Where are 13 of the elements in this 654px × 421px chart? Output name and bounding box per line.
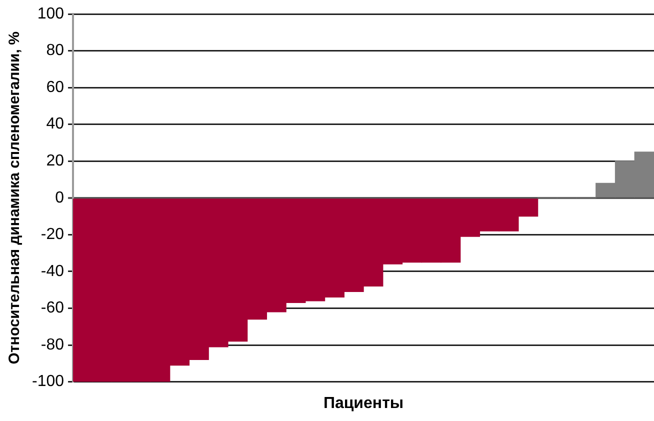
y-tick-label: 0 — [55, 189, 64, 206]
y-tick-label: 20 — [46, 152, 64, 170]
y-tick-label: -60 — [40, 300, 64, 317]
y-tick-label: -20 — [40, 226, 64, 244]
y-tick-label: -80 — [40, 336, 64, 354]
y-tick-label: -100 — [32, 373, 64, 390]
y-tick-label: 60 — [46, 78, 64, 96]
y-axis-title: Относительная динамика спленомегалии, % — [6, 32, 24, 364]
y-tick-label: -40 — [40, 262, 64, 280]
y-tick-label: 40 — [46, 116, 64, 133]
y-tick-label: 80 — [46, 42, 64, 60]
x-axis-title: Пациенты — [323, 394, 404, 412]
y-tick-label: 100 — [37, 5, 64, 22]
